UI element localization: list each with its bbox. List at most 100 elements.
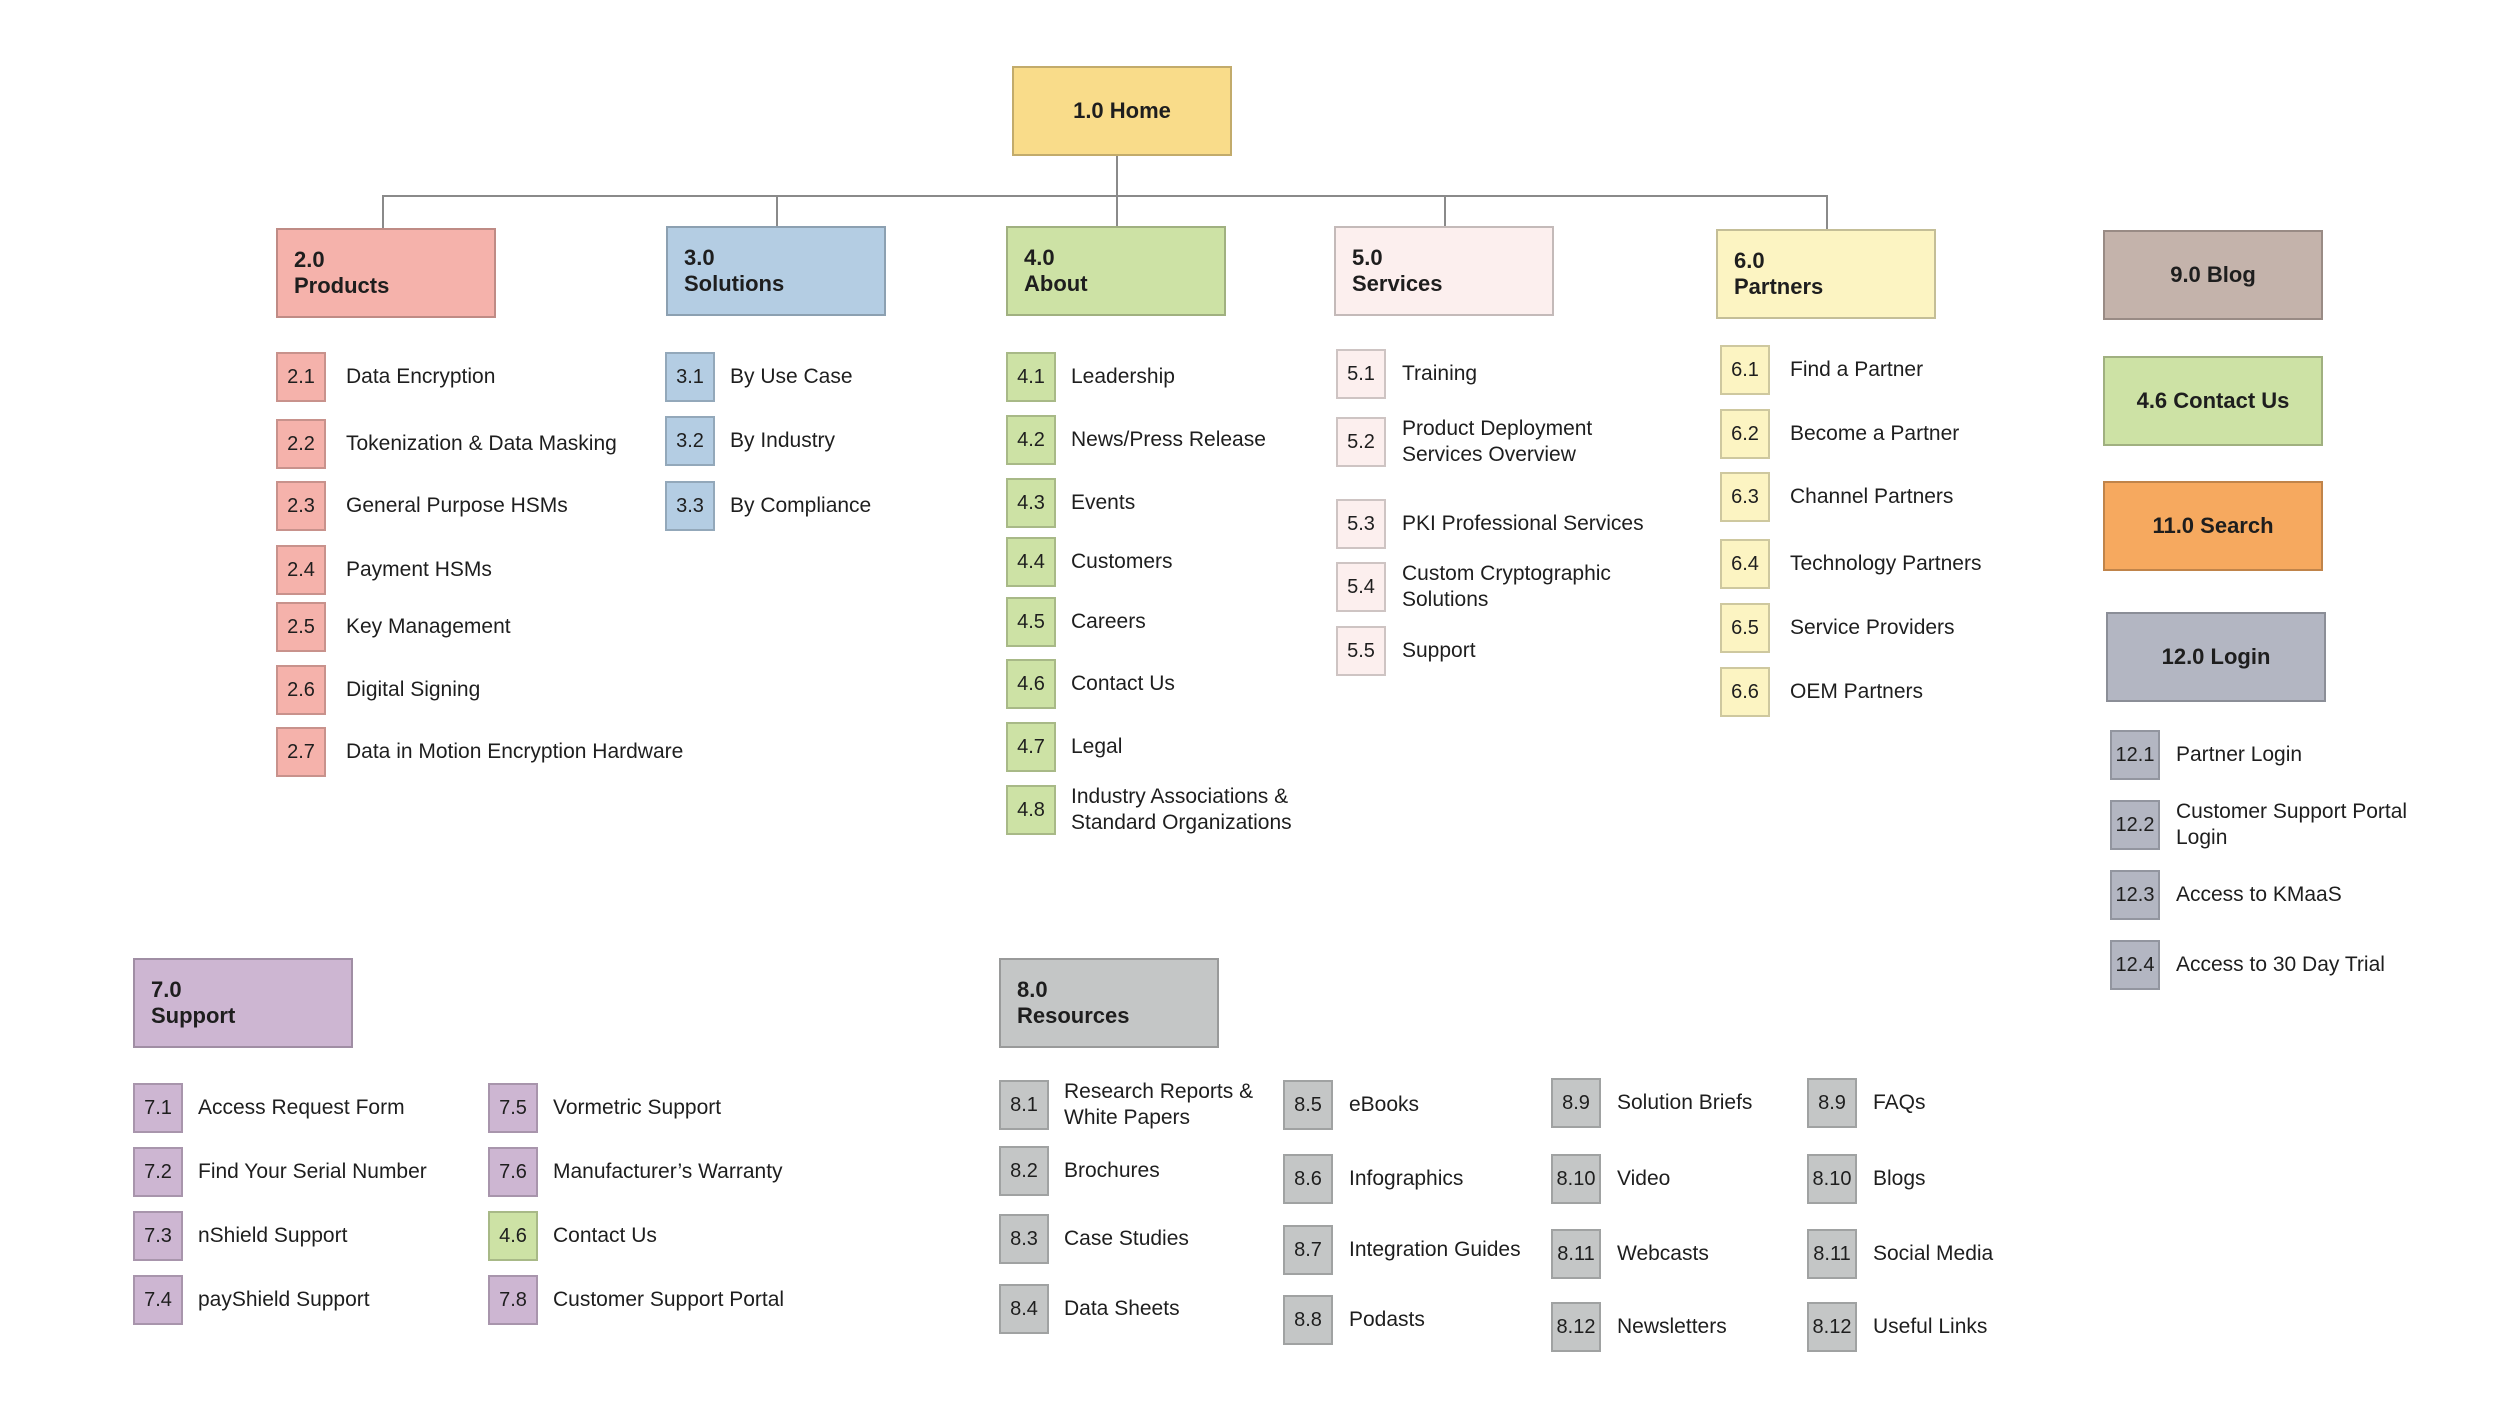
section-solutions[interactable]: 3.0 Solutions [666, 226, 886, 316]
item-number-badge: 7.1 [133, 1083, 183, 1133]
item-label[interactable]: Manufacturer’s Warranty [553, 1160, 783, 1183]
item-label[interactable]: Industry Associations & Standard Organiz… [1071, 785, 1292, 834]
item-label[interactable]: payShield Support [198, 1288, 370, 1311]
item-number-badge: 8.12 [1551, 1302, 1601, 1352]
section-partners[interactable]: 6.0 Partners [1716, 229, 1936, 319]
item-number-badge: 12.3 [2110, 870, 2160, 920]
item-number-badge: 7.5 [488, 1083, 538, 1133]
tree-connector-branch [382, 195, 384, 229]
item-label[interactable]: Leadership [1071, 365, 1175, 388]
standalone-search[interactable]: 11.0 Search [2103, 481, 2323, 571]
item-number-badge: 8.10 [1807, 1154, 1857, 1204]
item-number-badge: 8.7 [1283, 1225, 1333, 1275]
item-label[interactable]: By Use Case [730, 365, 853, 388]
item-label[interactable]: Case Studies [1064, 1227, 1189, 1250]
item-label[interactable]: Contact Us [1071, 672, 1175, 695]
item-label[interactable]: Find Your Serial Number [198, 1160, 427, 1183]
item-number-badge: 4.1 [1006, 352, 1056, 402]
item-label[interactable]: Payment HSMs [346, 558, 492, 581]
item-label[interactable]: Technology Partners [1790, 552, 1982, 575]
item-label[interactable]: Events [1071, 491, 1136, 514]
item-label[interactable]: Data in Motion Encryption Hardware [346, 740, 684, 763]
item-label[interactable]: General Purpose HSMs [346, 494, 568, 517]
item-label[interactable]: Legal [1071, 735, 1123, 758]
item-label[interactable]: Find a Partner [1790, 358, 1924, 381]
item-number-badge: 8.2 [999, 1146, 1049, 1196]
item-label[interactable]: Vormetric Support [553, 1096, 722, 1119]
item-label[interactable]: eBooks [1349, 1093, 1420, 1116]
section-resources[interactable]: 8.0 Resources [999, 958, 1219, 1048]
item-label[interactable]: By Industry [730, 429, 836, 452]
item-label[interactable]: Access Request Form [198, 1096, 405, 1119]
item-label[interactable]: Infographics [1349, 1167, 1464, 1190]
item-number-badge: 4.4 [1006, 537, 1056, 587]
section-products[interactable]: 2.0 Products [276, 228, 496, 318]
item-label[interactable]: Become a Partner [1790, 422, 1960, 445]
item-label[interactable]: OEM Partners [1790, 680, 1924, 703]
item-number-badge: 2.3 [276, 481, 326, 531]
item-number-badge: 2.5 [276, 602, 326, 652]
item-label[interactable]: Newsletters [1617, 1315, 1727, 1338]
item-label[interactable]: News/Press Release [1071, 428, 1266, 451]
item-label[interactable]: Service Providers [1790, 616, 1955, 639]
item-label[interactable]: Integration Guides [1349, 1238, 1521, 1261]
item-number-badge: 6.4 [1720, 539, 1770, 589]
standalone-blog[interactable]: 9.0 Blog [2103, 230, 2323, 320]
item-label[interactable]: Tokenization & Data Masking [346, 432, 617, 455]
section-title: 12.0 Login [2161, 644, 2271, 669]
item-number-badge: 4.2 [1006, 415, 1056, 465]
item-label[interactable]: Blogs [1873, 1167, 1926, 1190]
item-number-badge: 6.2 [1720, 409, 1770, 459]
item-number-badge: 12.4 [2110, 940, 2160, 990]
item-number-badge: 8.9 [1551, 1078, 1601, 1128]
item-label[interactable]: Custom Cryptographic Solutions [1402, 562, 1611, 611]
standalone-contact[interactable]: 4.6 Contact Us [2103, 356, 2323, 446]
section-login[interactable]: 12.0 Login [2106, 612, 2326, 702]
item-label[interactable]: Useful Links [1873, 1315, 1988, 1338]
item-label[interactable]: Brochures [1064, 1159, 1160, 1182]
item-number-badge: 3.2 [665, 416, 715, 466]
home-node[interactable]: 1.0 Home [1012, 66, 1232, 156]
item-number-badge: 8.11 [1807, 1229, 1857, 1279]
section-support[interactable]: 7.0 Support [133, 958, 353, 1048]
item-label[interactable]: Research Reports & White Papers [1064, 1080, 1254, 1129]
tree-connector-vertical-home [1116, 156, 1118, 226]
item-label[interactable]: Training [1402, 362, 1478, 385]
item-number-badge: 8.1 [999, 1080, 1049, 1130]
item-label[interactable]: Customer Support Portal [553, 1288, 785, 1311]
item-label[interactable]: PKI Professional Services [1402, 512, 1644, 535]
item-label[interactable]: Careers [1071, 610, 1146, 633]
item-label[interactable]: Partner Login [2176, 743, 2303, 766]
item-number-badge: 5.2 [1336, 417, 1386, 467]
item-label[interactable]: By Compliance [730, 494, 872, 517]
item-number-badge: 6.1 [1720, 345, 1770, 395]
item-number-badge: 8.4 [999, 1284, 1049, 1334]
item-label[interactable]: Customers [1071, 550, 1173, 573]
item-label[interactable]: Access to KMaaS [2176, 883, 2342, 906]
item-number-badge: 5.3 [1336, 499, 1386, 549]
item-label[interactable]: Webcasts [1617, 1242, 1709, 1265]
item-label[interactable]: Product Deployment Services Overview [1402, 417, 1593, 466]
item-label[interactable]: Customer Support Portal Login [2176, 800, 2408, 849]
item-number-badge: 4.7 [1006, 722, 1056, 772]
item-label[interactable]: Access to 30 Day Trial [2176, 953, 2385, 976]
item-label[interactable]: Support [1402, 639, 1476, 662]
item-label[interactable]: Data Sheets [1064, 1297, 1180, 1320]
item-label[interactable]: Social Media [1873, 1242, 1994, 1265]
item-label[interactable]: Channel Partners [1790, 485, 1954, 508]
item-number-badge: 12.1 [2110, 730, 2160, 780]
item-label[interactable]: nShield Support [198, 1224, 348, 1247]
item-label[interactable]: Data Encryption [346, 365, 496, 388]
section-about[interactable]: 4.0 About [1006, 226, 1226, 316]
section-title: Partners [1734, 274, 1824, 299]
item-label[interactable]: Contact Us [553, 1224, 657, 1247]
item-number-badge: 6.3 [1720, 472, 1770, 522]
item-label[interactable]: Solution Briefs [1617, 1091, 1753, 1114]
item-label[interactable]: Digital Signing [346, 678, 481, 701]
item-label[interactable]: FAQs [1873, 1091, 1926, 1114]
item-label[interactable]: Video [1617, 1167, 1671, 1190]
item-number-badge: 2.1 [276, 352, 326, 402]
section-services[interactable]: 5.0 Services [1334, 226, 1554, 316]
item-label[interactable]: Key Management [346, 615, 511, 638]
item-label[interactable]: Podasts [1349, 1308, 1425, 1331]
